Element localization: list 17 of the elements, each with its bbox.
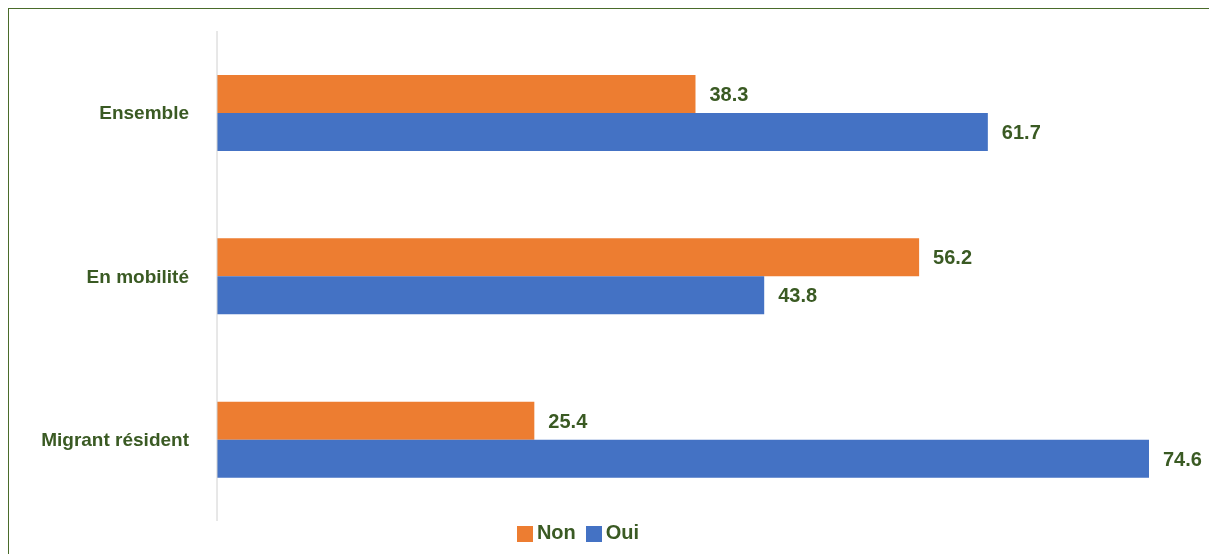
data-label: 61.7: [1001, 121, 1041, 144]
bar: [217, 113, 988, 151]
bar: [217, 401, 535, 440]
bar: [217, 238, 920, 277]
legend-label: Oui: [605, 521, 640, 543]
y-tick-label: En mobilité: [86, 265, 189, 287]
bar: [217, 276, 765, 315]
legend-label: Non: [536, 521, 576, 543]
data-label: 43.8: [778, 284, 818, 307]
y-tick-label: Ensemble: [99, 102, 189, 124]
bar: [217, 439, 1149, 478]
data-label: 38.3: [709, 83, 749, 106]
bar: [217, 75, 696, 113]
data-label: 74.6: [1163, 447, 1202, 470]
data-label: 56.2: [933, 246, 973, 269]
data-label: 25.4: [548, 409, 589, 432]
y-tick-label: Migrant résident: [41, 429, 190, 451]
